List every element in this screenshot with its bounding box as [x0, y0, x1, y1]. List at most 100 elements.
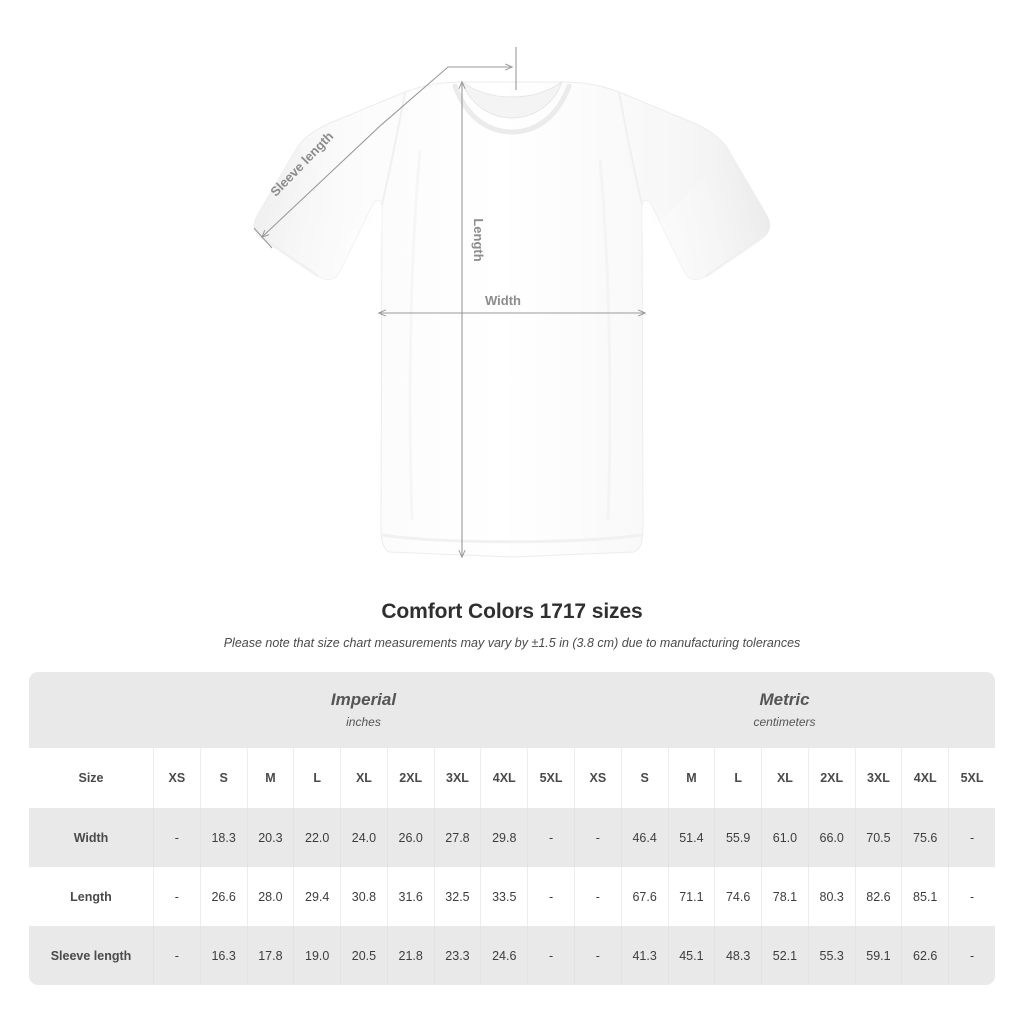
tshirt-illustration: Sleeve length Length Width [253, 47, 771, 559]
cell-length-metric-m: 71.1 [667, 867, 715, 926]
cell-sleeve-length-metric-3xl: 59.1 [854, 926, 902, 985]
cell-length-metric-l: 74.6 [714, 867, 762, 926]
tolerance-note: Please note that size chart measurements… [223, 636, 801, 650]
size-header-cell-4xl: 4XL [480, 748, 528, 808]
cell-width-imperial-xl: 24.0 [340, 808, 387, 867]
cell-length-imperial-4xl: 33.5 [480, 867, 528, 926]
size-header-cell-3xl: 3XL [433, 748, 481, 808]
size-header-cell-xl: XL [340, 748, 387, 808]
size-header-cell-m: M [667, 748, 715, 808]
table-row: Sleeve length -16.3 17.8 19.0 20.5 21.8 23.3 24… [29, 926, 995, 985]
cell-length-metric-4xl: 85.1 [901, 867, 949, 926]
cell-sleeve-length-metric-xs: - [573, 926, 621, 985]
unit-subtitle: centimeters [753, 715, 816, 729]
cell-length-imperial-5xl: - [527, 867, 574, 926]
cell-sleeve-length-imperial-xs: - [153, 926, 200, 985]
cell-sleeve-length-metric-s: 41.3 [620, 926, 668, 985]
cell-width-metric-l: 55.9 [714, 808, 762, 867]
cell-length-metric-5xl: - [948, 867, 995, 926]
size-header-cell-s: S [620, 748, 668, 808]
unit-name: Metric [759, 690, 810, 709]
cell-sleeve-length-imperial-m: 17.8 [246, 926, 294, 985]
cell-length-imperial-2xl: 31.6 [386, 867, 434, 926]
unit-header-spacer [29, 672, 153, 748]
cell-sleeve-length-imperial-s: 16.3 [199, 926, 247, 985]
cell-width-metric-3xl: 70.5 [854, 808, 902, 867]
cell-width-metric-m: 51.4 [667, 808, 715, 867]
unit-header-imperial: Imperial inches [153, 672, 574, 748]
cell-width-imperial-xs: - [153, 808, 200, 867]
cell-width-metric-5xl: - [948, 808, 995, 867]
cell-width-imperial-5xl: - [527, 808, 574, 867]
unit-header-metric: Metric centimeters [573, 672, 995, 748]
size-header-cell-2xl: 2XL [807, 748, 855, 808]
cell-length-metric-xs: - [573, 867, 621, 926]
width-label: Width [485, 293, 521, 308]
cell-sleeve-length-metric-4xl: 62.6 [901, 926, 949, 985]
cell-sleeve-length-metric-5xl: - [948, 926, 995, 985]
cell-width-metric-xs: - [573, 808, 621, 867]
size-header-label: Size [29, 748, 153, 808]
size-header-cell-xs: XS [153, 748, 200, 808]
cell-width-imperial-4xl: 29.8 [480, 808, 528, 867]
cell-width-metric-xl: 61.0 [761, 808, 808, 867]
size-header-cell-xs: XS [573, 748, 621, 808]
unit-subtitle: inches [346, 715, 381, 729]
size-header-cell-4xl: 4XL [901, 748, 949, 808]
cell-sleeve-length-imperial-4xl: 24.6 [480, 926, 528, 985]
unit-header-row: Imperial inches Metric centimeters [29, 672, 995, 748]
size-header-cell-s: S [199, 748, 247, 808]
size-table-container: Imperial inches Metric centimeters Size XS S M L… [29, 672, 995, 985]
cell-length-metric-xl: 78.1 [761, 867, 808, 926]
cell-length-imperial-xl: 30.8 [340, 867, 387, 926]
cell-length-metric-2xl: 80.3 [807, 867, 855, 926]
sleeve-length-dimension [253, 47, 517, 249]
cell-width-imperial-s: 18.3 [199, 808, 247, 867]
size-header-cell-xl: XL [761, 748, 808, 808]
cell-length-metric-s: 67.6 [620, 867, 668, 926]
cell-sleeve-length-metric-2xl: 55.3 [807, 926, 855, 985]
cell-sleeve-length-imperial-l: 19.0 [293, 926, 341, 985]
row-label-width: Width [29, 808, 153, 867]
table-row: Width -18.3 20.3 22.0 24.0 26.0 27.8 29.8- -46.4… [29, 808, 995, 867]
cell-sleeve-length-imperial-xl: 20.5 [340, 926, 387, 985]
row-label-length: Length [29, 867, 153, 926]
size-header-cell-5xl: 5XL [948, 748, 995, 808]
size-header-row: Size XS S M L XL 2XL 3XL 4XL 5XL XS S M L XL 2XL 3XL 4XL 5… [29, 748, 995, 808]
title-block: Comfort Colors 1717 sizes Please note th… [0, 598, 1024, 653]
cell-width-metric-2xl: 66.0 [807, 808, 855, 867]
size-header-cell-m: M [246, 748, 294, 808]
cell-width-imperial-2xl: 26.0 [386, 808, 434, 867]
size-header-cell-3xl: 3XL [854, 748, 902, 808]
cell-width-imperial-m: 20.3 [246, 808, 294, 867]
cell-length-metric-3xl: 82.6 [854, 867, 902, 926]
size-chart-table: Imperial inches Metric centimeters Size XS S M L… [29, 672, 995, 985]
cell-sleeve-length-imperial-3xl: 23.3 [433, 926, 481, 985]
tshirt-measurement-diagram: Sleeve length Length Width [253, 47, 771, 559]
cell-length-imperial-3xl: 32.5 [433, 867, 481, 926]
cell-sleeve-length-metric-l: 48.3 [714, 926, 762, 985]
cell-sleeve-length-imperial-5xl: - [527, 926, 574, 985]
size-header-cell-5xl: 5XL [527, 748, 574, 808]
cell-length-imperial-l: 29.4 [293, 867, 341, 926]
unit-name: Imperial [330, 690, 397, 709]
cell-sleeve-length-metric-xl: 52.1 [761, 926, 808, 985]
shirt-shape [253, 80, 771, 558]
row-label-sleeve-length: Sleeve length [29, 926, 153, 985]
page-title: Comfort Colors 1717 sizes [381, 600, 643, 623]
cell-width-metric-4xl: 75.6 [901, 808, 949, 867]
cell-width-metric-s: 46.4 [620, 808, 668, 867]
measurement-callouts [253, 47, 647, 559]
cell-length-imperial-s: 26.6 [199, 867, 247, 926]
cell-length-imperial-xs: - [153, 867, 200, 926]
size-header-cell-l: L [293, 748, 341, 808]
cell-sleeve-length-metric-m: 45.1 [667, 926, 715, 985]
cell-sleeve-length-imperial-2xl: 21.8 [386, 926, 434, 985]
size-header-cell-2xl: 2XL [386, 748, 434, 808]
cell-length-imperial-m: 28.0 [246, 867, 294, 926]
length-label: Length [471, 218, 486, 261]
table-row: Length -26.6 28.0 29.4 30.8 31.6 32.5 33.5- -67.… [29, 867, 995, 926]
cell-width-imperial-3xl: 27.8 [433, 808, 481, 867]
size-header-cell-l: L [714, 748, 762, 808]
